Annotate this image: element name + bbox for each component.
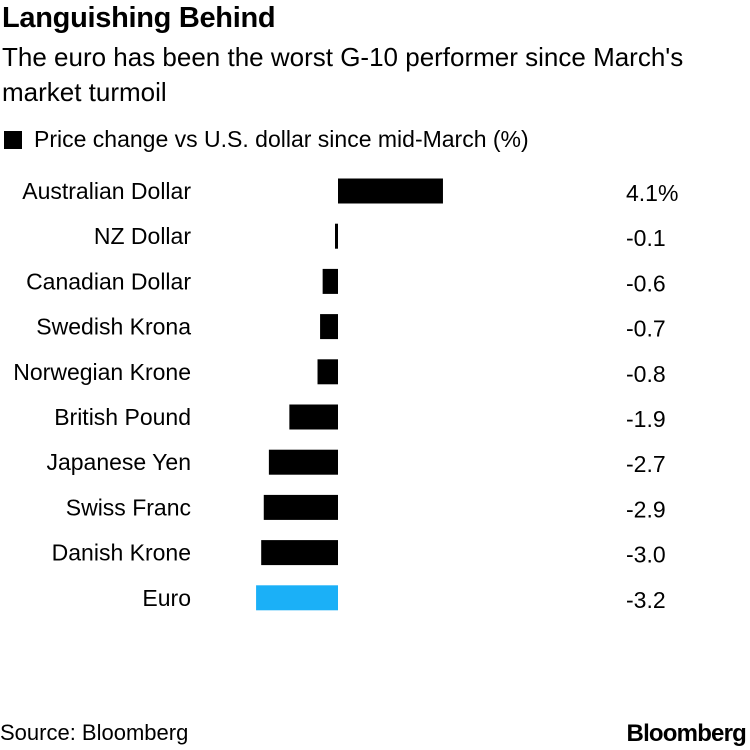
source-note: Source: Bloomberg — [0, 720, 189, 745]
legend: Price change vs U.S. dollar since mid-Ma… — [4, 126, 529, 153]
chart-subtitle: The euro has been the worst G-10 perform… — [2, 42, 684, 107]
value-label: -1.9 — [626, 406, 666, 432]
legend-swatch — [4, 130, 22, 149]
value-label: -3.0 — [626, 542, 666, 568]
bar — [322, 268, 338, 294]
category-label: Euro — [142, 585, 191, 611]
category-label: NZ Dollar — [94, 223, 191, 249]
category-label: Swiss Franc — [66, 494, 191, 520]
bar — [317, 359, 338, 385]
category-label: Danish Krone — [52, 540, 191, 566]
chart-title: Languishing Behind — [2, 2, 276, 34]
category-label: Australian Dollar — [22, 178, 191, 204]
bar — [268, 449, 338, 475]
category-label: British Pound — [54, 404, 191, 430]
bar — [320, 314, 338, 340]
bloomberg-logo: Bloomberg — [626, 720, 747, 747]
value-label: -3.2 — [626, 587, 666, 613]
bar — [335, 223, 338, 249]
value-label: -2.7 — [626, 451, 666, 477]
bar — [289, 404, 338, 430]
bar — [256, 585, 338, 611]
bar — [338, 178, 443, 204]
value-label: -2.9 — [626, 496, 666, 522]
bar — [263, 494, 338, 520]
category-label: Japanese Yen — [46, 449, 191, 475]
value-label: -0.1 — [626, 225, 666, 251]
legend-label: Price change vs U.S. dollar since mid-Ma… — [34, 126, 529, 152]
category-label: Swedish Krona — [36, 314, 191, 340]
bar — [261, 540, 338, 566]
value-label: -0.8 — [626, 361, 666, 387]
value-label: -0.7 — [626, 316, 666, 342]
category-label: Norwegian Krone — [13, 359, 191, 385]
value-label: -0.6 — [626, 270, 666, 296]
category-label: Canadian Dollar — [26, 268, 191, 294]
value-label: 4.1% — [626, 180, 678, 206]
